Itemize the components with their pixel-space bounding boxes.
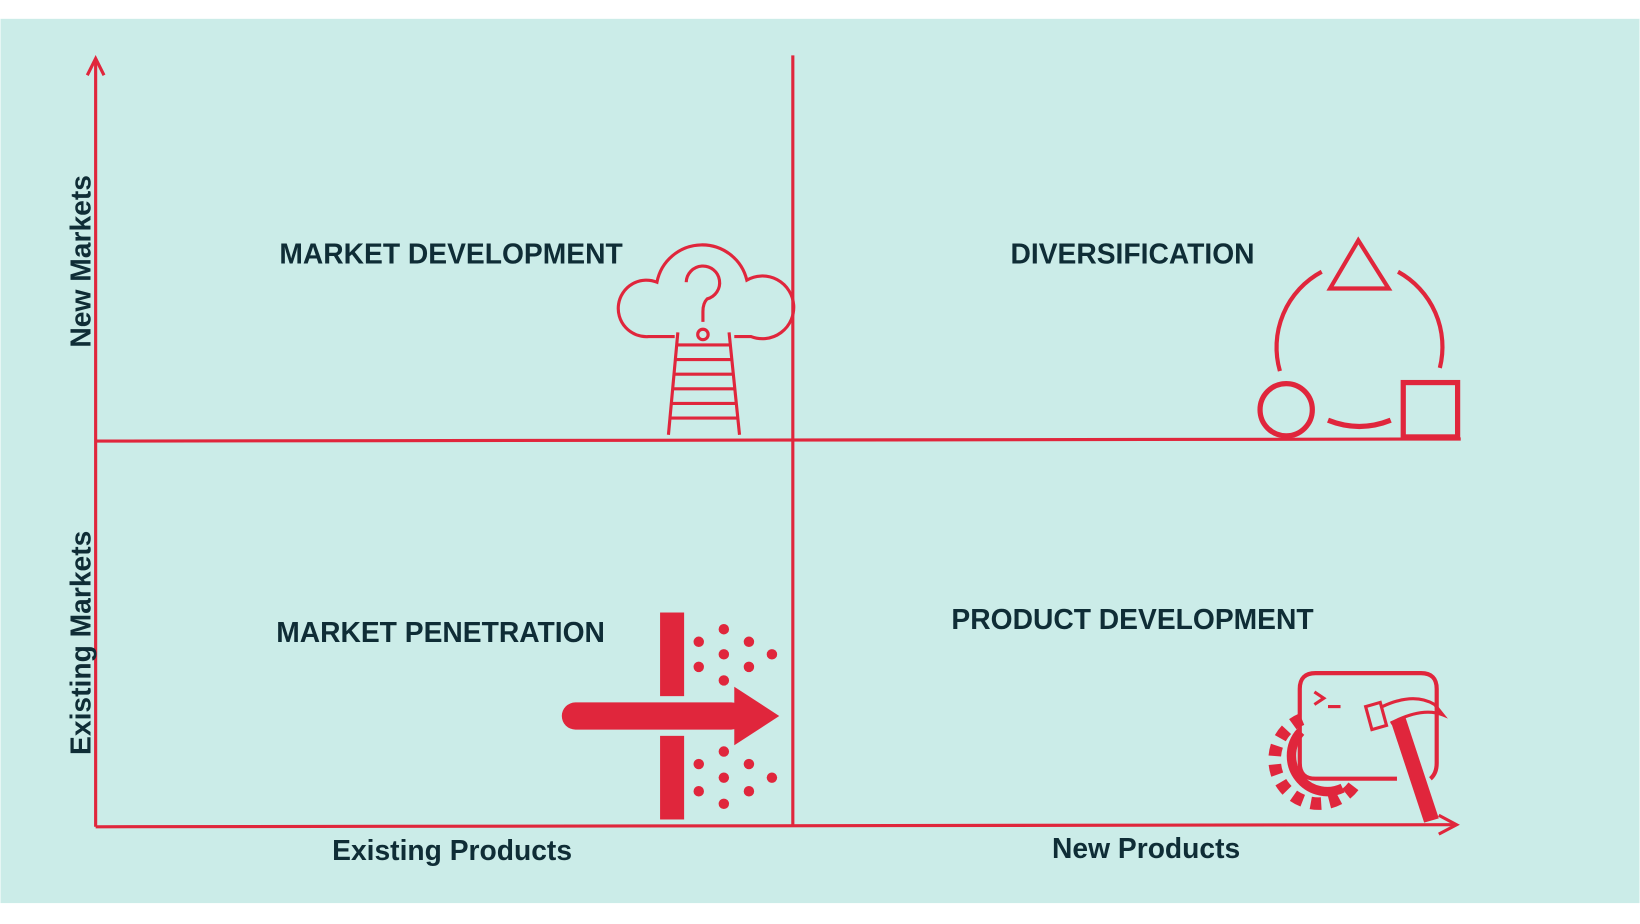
cloud-ladder-question-icon (616, 243, 796, 435)
x-axis-arrowhead (1438, 813, 1460, 836)
terminal-gear-hammer-icon (1268, 671, 1448, 823)
horizontal-divider (95, 437, 1461, 443)
arrow-through-wall-icon (561, 612, 780, 820)
y-axis-label-new-markets: New Markets (64, 175, 96, 348)
shapes-cycle-icon (1257, 236, 1461, 440)
axes (85, 55, 1461, 836)
x-axis-label-existing-products: Existing Products (332, 834, 572, 866)
y-axis-label-existing-markets: Existing Markets (64, 531, 96, 755)
quadrant-label-diversification: DIVERSIFICATION (1010, 237, 1254, 269)
background (0, 18, 1640, 904)
quadrant-label-market-penetration: MARKET PENETRATION (276, 616, 605, 648)
y-axis-arrowhead (85, 55, 106, 76)
quadrant-label-product-development: PRODUCT DEVELOPMENT (951, 603, 1313, 635)
x-axis-line (95, 823, 1456, 829)
quadrant-label-market-development: MARKET DEVELOPMENT (279, 237, 622, 269)
x-axis-label-new-products: New Products (1052, 832, 1240, 864)
